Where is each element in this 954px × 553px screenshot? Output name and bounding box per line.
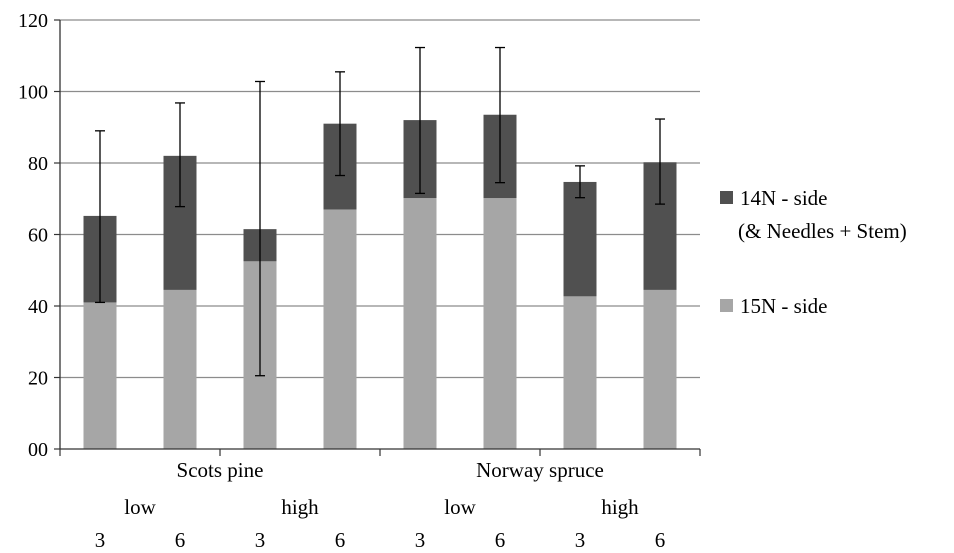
y-tick-label: 60 bbox=[28, 225, 48, 247]
bar-segment-n15 bbox=[403, 198, 437, 449]
legend-label: 14N - side bbox=[740, 186, 828, 210]
x-category-label: 6 bbox=[495, 528, 506, 552]
y-tick-label: 40 bbox=[28, 296, 48, 318]
bar-segment-n15 bbox=[83, 302, 117, 449]
y-tick-label: 80 bbox=[28, 153, 48, 175]
x-species-label: Norway spruce bbox=[476, 458, 604, 482]
legend-swatch bbox=[720, 191, 733, 204]
error-bars bbox=[95, 46, 665, 377]
legend-swatch bbox=[720, 299, 733, 312]
bar-segment-n15 bbox=[643, 289, 677, 449]
x-category-label: 3 bbox=[415, 528, 426, 552]
x-group-label: high bbox=[601, 495, 639, 519]
bar-segment-n14 bbox=[563, 181, 597, 297]
x-group-label: high bbox=[281, 495, 319, 519]
legend-label: 15N - side bbox=[740, 294, 828, 318]
x-category-label: 3 bbox=[575, 528, 586, 552]
gridlines bbox=[60, 19, 700, 379]
x-category-label: 6 bbox=[175, 528, 186, 552]
axes bbox=[54, 19, 701, 456]
x-category-label: 3 bbox=[255, 528, 266, 552]
x-category-label: 6 bbox=[335, 528, 346, 552]
bar-segment-n15 bbox=[323, 209, 357, 449]
x-category-label: 6 bbox=[655, 528, 666, 552]
y-tick-label: 00 bbox=[28, 439, 48, 461]
x-species-label: Scots pine bbox=[177, 458, 264, 482]
y-tick-label: 120 bbox=[18, 10, 48, 32]
bar-segment-n15 bbox=[483, 198, 517, 449]
bars bbox=[83, 114, 677, 449]
bar-segment-n15 bbox=[163, 289, 197, 449]
bar-segment-n15 bbox=[563, 296, 597, 449]
y-tick-label: 20 bbox=[28, 368, 48, 390]
x-group-label: low bbox=[124, 495, 156, 519]
axis-labels: 00 20 40 60 80 100 120 3 6 3 6 3 6 3 6 low high low high Sc… bbox=[18, 10, 665, 552]
legend-label: (& Needles + Stem) bbox=[738, 219, 907, 243]
y-tick-label: 100 bbox=[18, 82, 48, 104]
legend: 14N - side (& Needles + Stem) 15N - side bbox=[720, 186, 907, 318]
x-category-label: 3 bbox=[95, 528, 106, 552]
x-group-label: low bbox=[444, 495, 476, 519]
